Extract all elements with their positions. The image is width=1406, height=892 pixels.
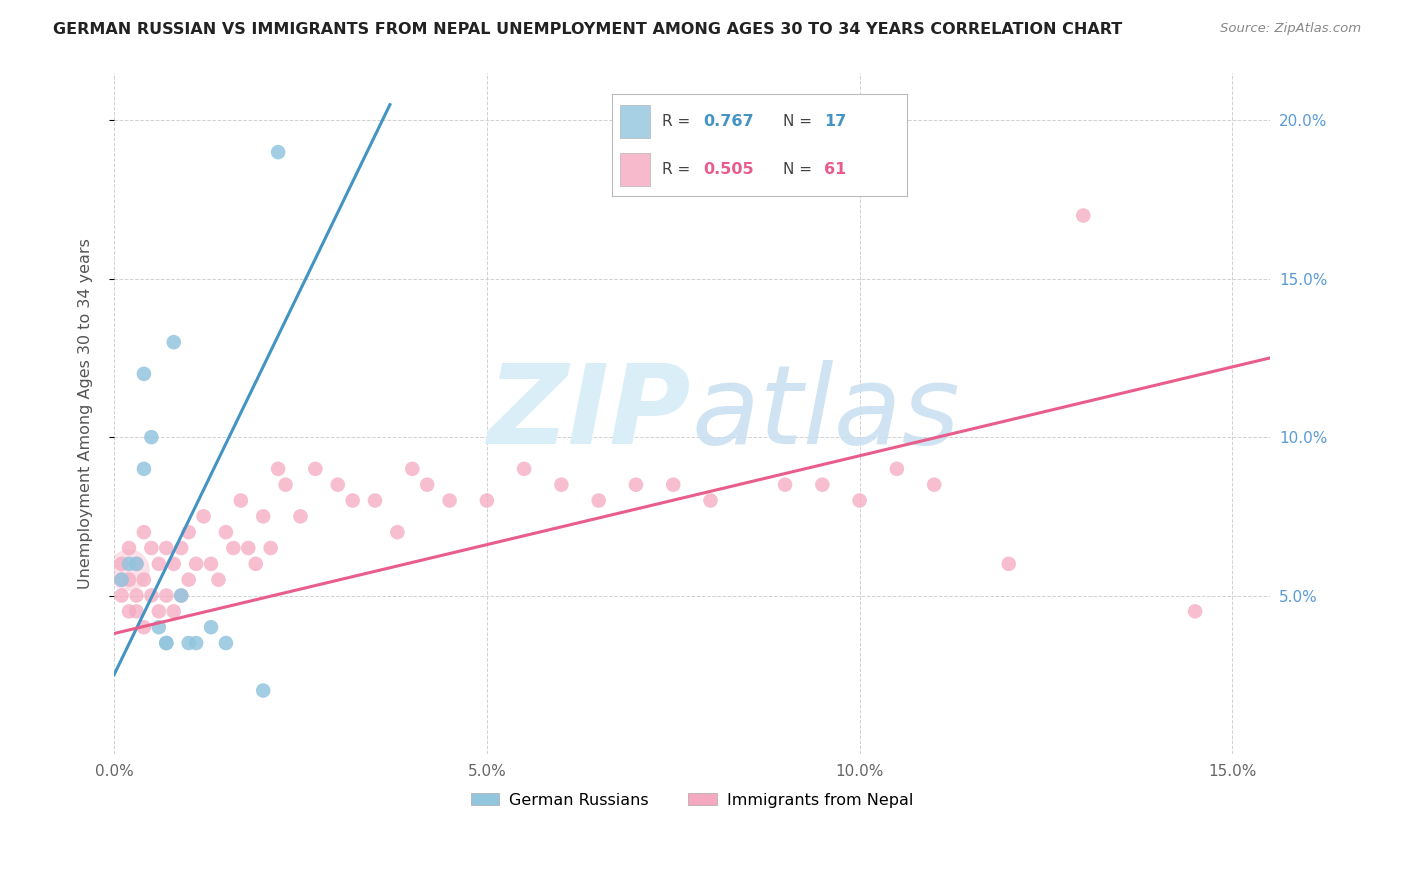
Point xyxy=(193,509,215,524)
Point xyxy=(141,589,163,603)
Point xyxy=(118,541,141,555)
FancyBboxPatch shape xyxy=(620,153,650,186)
Point xyxy=(848,493,870,508)
Point xyxy=(132,620,155,634)
Point xyxy=(141,541,163,555)
Point xyxy=(132,367,155,381)
Point xyxy=(326,477,349,491)
Point xyxy=(215,525,238,540)
Point xyxy=(125,589,148,603)
FancyBboxPatch shape xyxy=(620,105,650,137)
Point xyxy=(155,636,177,650)
Point xyxy=(170,589,193,603)
Point xyxy=(662,477,685,491)
Text: 61: 61 xyxy=(824,162,846,178)
Point xyxy=(118,604,141,618)
Point xyxy=(155,541,177,555)
Point xyxy=(624,477,647,491)
Point xyxy=(155,636,177,650)
Point xyxy=(170,589,193,603)
Point xyxy=(811,477,834,491)
Text: Source: ZipAtlas.com: Source: ZipAtlas.com xyxy=(1220,22,1361,36)
Point xyxy=(229,493,252,508)
Point xyxy=(252,509,274,524)
Point xyxy=(222,541,245,555)
Point xyxy=(886,462,908,476)
Point xyxy=(163,557,186,571)
Point xyxy=(177,636,200,650)
Point xyxy=(118,573,141,587)
Point xyxy=(245,557,267,571)
Point xyxy=(118,557,141,571)
Text: 0.767: 0.767 xyxy=(703,114,754,128)
Point xyxy=(170,541,193,555)
Point xyxy=(132,462,155,476)
Point xyxy=(699,493,721,508)
Point xyxy=(125,557,148,571)
Point xyxy=(401,462,423,476)
Text: N =: N = xyxy=(783,162,817,178)
Point xyxy=(260,541,283,555)
Point xyxy=(416,477,439,491)
Point xyxy=(148,620,170,634)
Point xyxy=(304,462,326,476)
Text: atlas: atlas xyxy=(692,359,960,467)
Point xyxy=(588,493,610,508)
Point xyxy=(148,604,170,618)
Point xyxy=(163,604,186,618)
Point xyxy=(773,477,796,491)
Text: ZIP: ZIP xyxy=(488,359,692,467)
Point xyxy=(342,493,364,508)
Legend: German Russians, Immigrants from Nepal: German Russians, Immigrants from Nepal xyxy=(464,786,920,814)
Point xyxy=(439,493,461,508)
Point xyxy=(177,525,200,540)
Point xyxy=(132,573,155,587)
Point xyxy=(110,573,132,587)
Point xyxy=(177,573,200,587)
Point xyxy=(125,557,148,571)
Point xyxy=(387,525,409,540)
Point xyxy=(997,557,1019,571)
Point xyxy=(922,477,945,491)
Point xyxy=(207,573,229,587)
Point xyxy=(163,335,186,350)
Point xyxy=(110,573,132,587)
Text: R =: R = xyxy=(662,114,695,128)
Point xyxy=(110,589,132,603)
Text: N =: N = xyxy=(783,114,817,128)
Text: 17: 17 xyxy=(824,114,846,128)
Y-axis label: Unemployment Among Ages 30 to 34 years: Unemployment Among Ages 30 to 34 years xyxy=(79,238,93,589)
Text: R =: R = xyxy=(662,162,695,178)
Point xyxy=(184,636,207,650)
Point xyxy=(132,525,155,540)
Point xyxy=(550,477,572,491)
Point xyxy=(267,462,290,476)
Point xyxy=(1071,209,1094,223)
Point xyxy=(513,462,536,476)
Point xyxy=(475,493,498,508)
Point xyxy=(118,563,141,577)
Point xyxy=(267,145,290,160)
Point xyxy=(141,430,163,444)
Point xyxy=(148,557,170,571)
Point xyxy=(184,557,207,571)
Point xyxy=(125,604,148,618)
Point xyxy=(155,589,177,603)
Point xyxy=(252,683,274,698)
Point xyxy=(200,557,222,571)
Text: 0.505: 0.505 xyxy=(703,162,754,178)
Point xyxy=(1184,604,1206,618)
Text: GERMAN RUSSIAN VS IMMIGRANTS FROM NEPAL UNEMPLOYMENT AMONG AGES 30 TO 34 YEARS C: GERMAN RUSSIAN VS IMMIGRANTS FROM NEPAL … xyxy=(53,22,1122,37)
Point xyxy=(215,636,238,650)
Point xyxy=(364,493,387,508)
Point xyxy=(110,557,132,571)
Point xyxy=(238,541,260,555)
Point xyxy=(274,477,297,491)
Point xyxy=(200,620,222,634)
Point xyxy=(290,509,312,524)
